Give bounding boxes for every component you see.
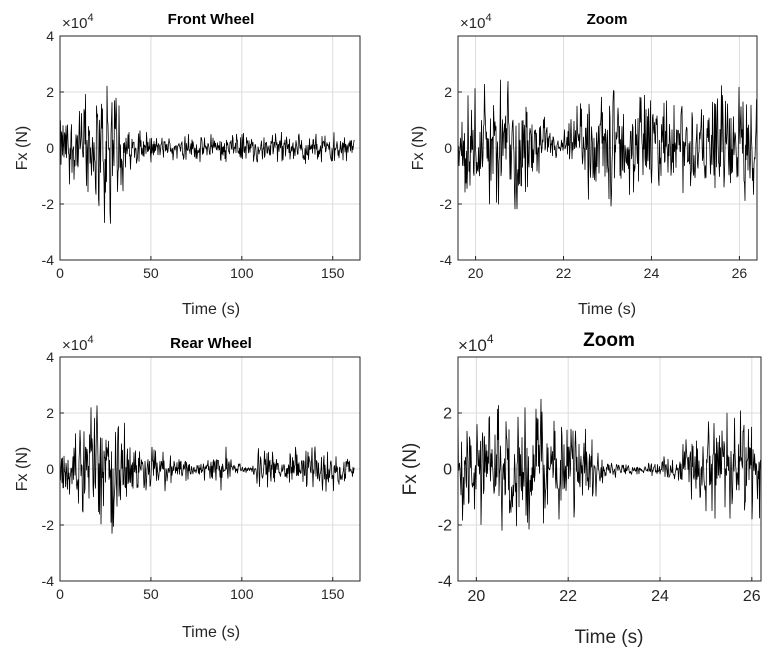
y-axis-exponent: ×104 [458, 332, 494, 355]
y-tick-label: 2 [443, 406, 452, 423]
exponent-base: ×10 [458, 336, 487, 355]
y-axis-exponent: ×104 [460, 12, 492, 32]
x-axis-label: Time (s) [575, 627, 644, 648]
y-tick-label: -2 [42, 517, 55, 533]
x-axis-label: Time (s) [182, 301, 240, 318]
y-axis-exponent: ×104 [62, 334, 94, 354]
chart-title: Zoom [587, 11, 628, 28]
chart-title: Rear Wheel [170, 335, 252, 352]
x-tick-label: 150 [321, 586, 345, 602]
x-axis-label: Time (s) [578, 301, 636, 318]
exponent-power: 4 [487, 332, 494, 346]
x-tick-label: 50 [143, 586, 159, 602]
signal-series-line [59, 405, 355, 534]
y-axis-label: Fx (N) [14, 447, 31, 491]
y-tick-label: -4 [438, 574, 452, 591]
exponent-base: ×10 [460, 15, 485, 32]
chart-panel-front-wheel: 0 50 100 150 -4 -2 0 2 4 Front Wheel Time (s) Fx… [14, 11, 361, 318]
x-tick-label: 20 [467, 588, 485, 605]
chart-panel-rear-wheel: 0 50 100 150 -4 -2 0 2 4 Rear Wheel Time (s) Fx … [14, 334, 361, 641]
signal-series-line [457, 398, 762, 531]
exponent-base: ×10 [62, 337, 87, 354]
exponent-power: 4 [87, 334, 93, 346]
y-tick-label: 0 [443, 462, 452, 479]
exponent-base: ×10 [62, 15, 87, 32]
y-tick-label: 0 [46, 461, 54, 477]
x-tick-label: 22 [559, 588, 577, 605]
y-tick-label: 4 [46, 28, 54, 44]
signal-series-line [457, 79, 758, 210]
x-tick-label: 150 [321, 265, 345, 281]
x-tick-label: 26 [743, 588, 761, 605]
y-tick-label: -2 [42, 196, 55, 212]
x-tick-label: 20 [468, 265, 484, 281]
x-axis-label: Time (s) [182, 624, 240, 641]
y-tick-label: 2 [46, 405, 54, 421]
y-tick-label: -4 [42, 573, 55, 589]
y-tick-label: 4 [46, 349, 54, 365]
y-axis-exponent: ×104 [62, 12, 94, 32]
x-tick-label: 24 [644, 265, 660, 281]
chart-title: Front Wheel [168, 11, 255, 28]
signal-series-line [59, 85, 355, 224]
y-tick-label: -2 [440, 196, 453, 212]
x-tick-label: 100 [230, 265, 254, 281]
chart-panel-front-zoom: 20 22 24 26 -4 -2 0 2 Zoom Time (s) Fx (N) ×104 [410, 11, 758, 318]
chart-panel-rear-zoom: 20 22 24 26 -4 -2 0 2 Zoom Time (s) Fx (N) ×104 [400, 330, 762, 648]
x-tick-label: 26 [732, 265, 748, 281]
x-tick-label: 0 [56, 265, 64, 281]
x-tick-label: 24 [651, 588, 669, 605]
x-tick-label: 0 [56, 586, 64, 602]
chart-title: Zoom [583, 330, 635, 351]
y-tick-label: -4 [42, 252, 55, 268]
y-axis-label: Fx (N) [410, 126, 427, 170]
y-tick-label: 2 [444, 84, 452, 100]
y-axis-label: Fx (N) [400, 443, 421, 496]
x-tick-label: 100 [230, 586, 254, 602]
y-tick-label: -4 [440, 252, 453, 268]
y-tick-label: -2 [438, 518, 452, 535]
x-tick-label: 22 [556, 265, 572, 281]
exponent-power: 4 [485, 12, 491, 24]
y-tick-label: 0 [444, 140, 452, 156]
x-tick-label: 50 [143, 265, 159, 281]
y-tick-label: 0 [46, 140, 54, 156]
y-tick-label: 2 [46, 84, 54, 100]
exponent-power: 4 [87, 12, 93, 24]
y-axis-label: Fx (N) [14, 126, 31, 170]
